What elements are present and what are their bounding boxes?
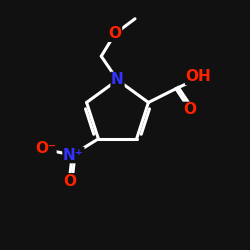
Text: O: O — [108, 26, 122, 41]
Text: N⁺: N⁺ — [63, 148, 84, 162]
Text: O: O — [183, 102, 196, 118]
Text: OH: OH — [186, 69, 211, 84]
Text: O: O — [63, 174, 76, 189]
Text: N: N — [111, 72, 124, 88]
Text: O⁻: O⁻ — [35, 140, 56, 156]
